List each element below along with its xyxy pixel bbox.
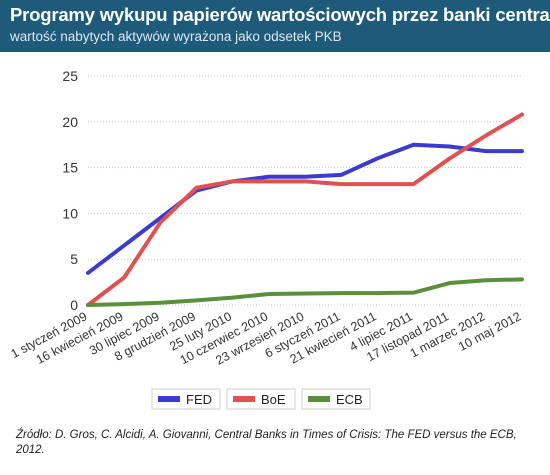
source-note: Źródło: D. Gros, C. Alcidi, A. Giovanni,… xyxy=(16,429,517,456)
y-tick-label: 20 xyxy=(62,114,78,130)
chart-area: 0 5 10 15 20 25 1 styczeń 2009 16 kwiecień 2009… xyxy=(0,52,550,422)
series-line-boe xyxy=(86,112,524,307)
legend-item-box xyxy=(151,388,221,410)
y-tick-label: 15 xyxy=(62,160,78,176)
legend-label-fed: FED xyxy=(186,392,212,407)
legend-swatch-boe xyxy=(233,396,255,402)
y-tick-label: 0 xyxy=(70,297,78,313)
legend-label-boe: BoE xyxy=(261,392,286,407)
series-line-fed xyxy=(86,142,524,275)
legend-swatch-fed xyxy=(158,396,180,402)
legend-item-box xyxy=(226,388,296,410)
series-line-ecb xyxy=(86,277,524,307)
chart-header: Programy wykupu papierów wartościowych p… xyxy=(0,0,550,52)
chart-subtitle: wartość nabytych aktywów wyrażona jako o… xyxy=(10,29,342,44)
chart-title: Programy wykupu papierów wartościowych p… xyxy=(10,4,550,25)
y-tick-label: 5 xyxy=(70,251,78,267)
legend-swatch-ecb xyxy=(308,396,330,402)
y-tick-label: 10 xyxy=(62,205,78,221)
chart-footer: Źródło: D. Gros, C. Alcidi, A. Giovanni,… xyxy=(0,424,550,475)
legend-item-box xyxy=(301,388,371,410)
y-tick-label: 25 xyxy=(62,68,78,84)
legend-label-ecb: ECB xyxy=(336,392,363,407)
